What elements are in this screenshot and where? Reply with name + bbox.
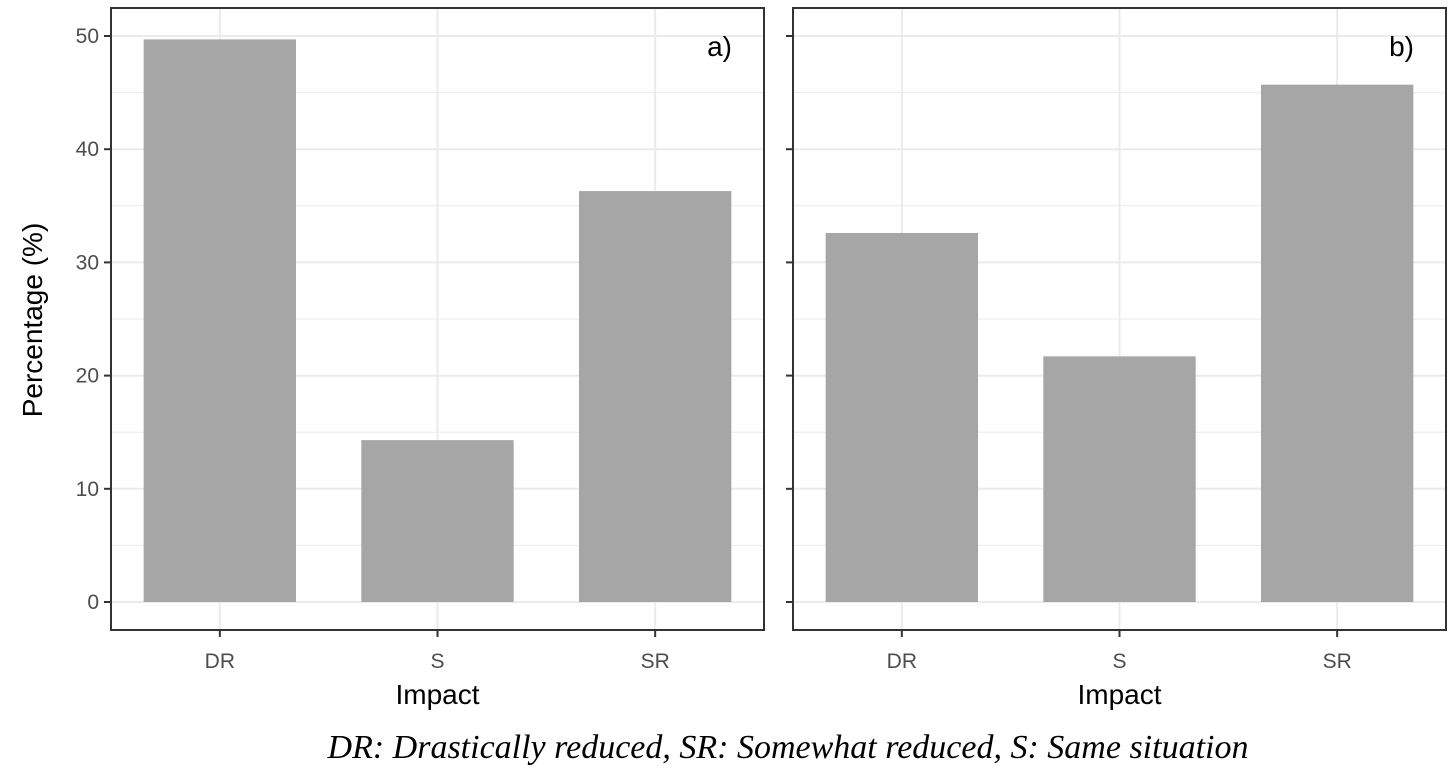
bar-sr — [1260, 84, 1414, 602]
y-tick-label: 20 — [76, 365, 99, 388]
y-tick-label: 40 — [76, 138, 99, 161]
y-axis-title: Percentage (%) — [17, 223, 48, 418]
x-tick-label: SR — [641, 650, 670, 673]
bar-dr — [825, 232, 979, 602]
y-tick-label: 10 — [76, 478, 99, 501]
bar-dr — [143, 39, 297, 603]
x-tick-label: S — [430, 650, 444, 673]
y-tick-label: 50 — [76, 25, 99, 48]
caption: DR: Drastically reduced, SR: Somewhat re… — [327, 729, 1249, 766]
y-tick-label: 30 — [76, 251, 99, 274]
x-tick-label: SR — [1323, 650, 1352, 673]
bar-s — [1043, 356, 1196, 602]
x-axis-title: Impact — [395, 679, 479, 710]
panel-label: b) — [1389, 31, 1414, 62]
x-tick-label: DR — [887, 650, 917, 673]
x-tick-label: S — [1112, 650, 1126, 673]
panel-label: a) — [707, 31, 732, 62]
bar-s — [361, 440, 514, 602]
bar-sr — [578, 191, 732, 603]
x-tick-label: DR — [205, 650, 235, 673]
x-axis-title: Impact — [1077, 679, 1161, 710]
y-tick-label: 0 — [87, 591, 99, 614]
